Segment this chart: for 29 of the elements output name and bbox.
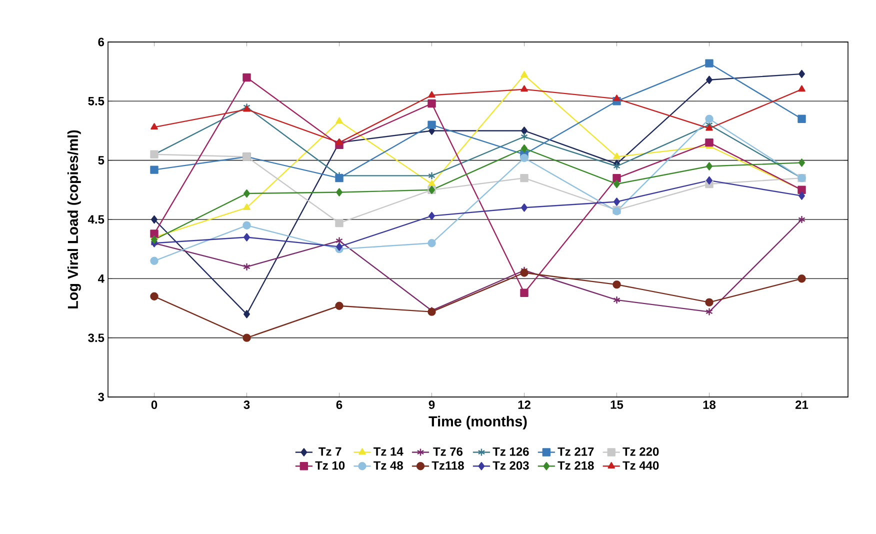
x-tick-label: 15: [610, 400, 624, 409]
x-tick-label: 18: [703, 400, 716, 410]
x-tick-label: 3: [244, 400, 250, 410]
y-axis-title: Log Viral Load (copies/ml): [67, 130, 81, 308]
legend-label: Tz 440: [622, 461, 659, 470]
y-tick-label: 5.5: [88, 96, 104, 106]
legend-label: Tz 76: [433, 447, 463, 456]
y-tick-label: 5: [98, 156, 104, 165]
x-tick-label: 12: [518, 400, 530, 409]
y-tick-label: 3.5: [88, 334, 104, 342]
legend-label: Tz 7: [318, 447, 342, 456]
x-tick-label: 9: [428, 400, 435, 410]
legend-label: Tz 203: [492, 461, 529, 470]
legend-label: Tz 218: [558, 461, 594, 470]
legend-label: Tz118: [432, 461, 464, 470]
legend-label: Tz 48: [374, 461, 403, 470]
legend-label: Tz 126: [492, 447, 529, 456]
x-axis-title: Time (months): [428, 416, 527, 430]
legend-label: Tz 14: [374, 447, 404, 456]
x-tick-label: 6: [336, 400, 342, 410]
y-tick-label: 3: [98, 392, 104, 402]
y-tick-label: 6: [98, 38, 104, 46]
x-tick-label: 21: [796, 400, 808, 409]
x-tick-label: 0: [151, 400, 158, 410]
y-tick-label: 4: [98, 274, 104, 283]
legend-label: Tz 220: [622, 447, 659, 456]
y-tick-label: 4.5: [88, 215, 104, 224]
legend-label: Tz 217: [558, 447, 594, 456]
legend-label: Tz 10: [315, 461, 345, 470]
